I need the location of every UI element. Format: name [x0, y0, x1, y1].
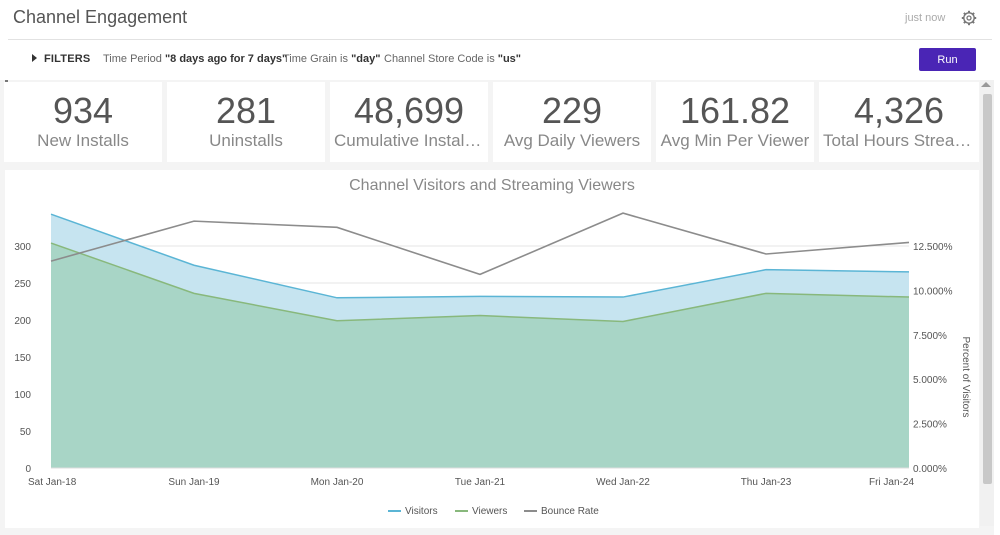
y-tick-label: 200	[14, 316, 31, 327]
x-tick-label: Thu Jan-23	[741, 477, 792, 488]
y-tick-label: 100	[14, 390, 31, 401]
scroll-up-arrow-icon[interactable]	[981, 82, 991, 87]
filter-bar: FILTERS Time Period "8 days ago for 7 da…	[8, 45, 992, 75]
legend-label: Bounce Rate	[541, 506, 599, 517]
tile-total-hours-streamed[interactable]: 4,326 Total Hours Stream...	[819, 82, 979, 162]
filter-field: Channel Store Code	[384, 53, 484, 65]
x-tick-label: Wed Jan-22	[596, 477, 650, 488]
series-line-visitors	[50, 213, 910, 299]
tile-label: Cumulative Installs...	[334, 131, 488, 150]
filters-toggle[interactable]: FILTERS	[32, 53, 90, 65]
filter-time-grain[interactable]: Time Grain is "day"	[283, 53, 380, 65]
y2-tick-label: 7.500%	[913, 331, 947, 342]
chart-title: Channel Visitors and Streaming Viewers	[349, 177, 635, 194]
y2-tick-label: 10.000%	[913, 286, 953, 297]
tile-value: 281	[215, 90, 277, 131]
series-line-bounce-rate	[50, 212, 910, 276]
filter-op: is	[483, 53, 498, 65]
x-tick-label: Sun Jan-19	[168, 477, 220, 488]
tile-label: Uninstalls	[209, 131, 283, 150]
x-tick-label: Mon Jan-20	[311, 477, 364, 488]
tile-label: Total Hours Stream...	[823, 131, 979, 150]
chart-panel: Channel Visitors and Streaming Viewers 0 5…	[5, 170, 979, 528]
y-tick-label: 300	[14, 242, 31, 253]
tile-label: Avg Min Per Viewer	[660, 131, 810, 150]
dashboard-content: 934 New Installs 281 Uninstalls 48,699 C…	[0, 80, 994, 535]
filter-field: Time Grain	[283, 53, 337, 65]
filter-time-period[interactable]: Time Period "8 days ago for 7 days"	[103, 53, 287, 65]
x-tick-label: Fri Jan-24	[869, 477, 914, 488]
y2-tick-label: 12.500%	[913, 242, 953, 253]
tile-value: 48,699	[353, 90, 465, 131]
y2-tick-label: 5.000%	[913, 375, 947, 386]
visitors-viewers-chart: Channel Visitors and Streaming Viewers 0 5…	[14, 177, 971, 517]
x-tick-label: Sat Jan-18	[28, 477, 77, 488]
filters-toggle-label: FILTERS	[44, 53, 91, 65]
filter-op: is	[337, 53, 352, 65]
gear-icon[interactable]	[961, 10, 977, 26]
filter-field: Time Period	[103, 53, 162, 65]
tile-value: 229	[541, 90, 603, 131]
series-area-viewers	[51, 243, 909, 468]
filter-value: "day"	[351, 53, 381, 65]
y-tick-label: 250	[14, 279, 31, 290]
series-line-viewers	[50, 242, 910, 323]
tile-uninstalls[interactable]: 281 Uninstalls	[167, 82, 325, 162]
filter-value: "us"	[497, 53, 522, 65]
header-divider	[8, 39, 992, 40]
panel-handle	[5, 80, 8, 83]
y-tick-label: 0	[25, 464, 31, 475]
page-header: Channel Engagement just now	[0, 0, 1000, 40]
run-button[interactable]: Run	[919, 48, 976, 71]
page-title: Channel Engagement	[13, 7, 188, 27]
tile-avg-daily-viewers[interactable]: 229 Avg Daily Viewers	[493, 82, 651, 162]
x-tick-label: Tue Jan-21	[455, 477, 506, 488]
legend-label: Viewers	[472, 506, 507, 517]
y2-tick-label: 2.500%	[913, 420, 947, 431]
y-tick-label: 50	[20, 427, 32, 438]
tile-value: 4,326	[853, 90, 945, 131]
filter-value: "8 days ago for 7 days"	[164, 53, 288, 65]
legend-label: Visitors	[405, 506, 438, 517]
tile-value: 934	[52, 90, 114, 131]
filter-channel-store-code[interactable]: Channel Store Code is "us"	[384, 53, 521, 65]
y-tick-label: 150	[14, 353, 31, 364]
y2-tick-label: 0.000%	[913, 464, 947, 475]
last-updated-label: just now	[905, 12, 946, 24]
tile-avg-min-per-viewer[interactable]: 161.82 Avg Min Per Viewer	[656, 82, 814, 162]
tile-label: New Installs	[37, 131, 129, 150]
scrollbar-thumb[interactable]	[983, 94, 992, 484]
y2-axis-label: Percent of Visitors	[960, 337, 971, 418]
tile-value: 161.82	[679, 90, 791, 131]
tile-cumulative-installs[interactable]: 48,699 Cumulative Installs...	[330, 82, 488, 162]
tile-label: Avg Daily Viewers	[503, 131, 641, 150]
caret-right-icon	[32, 54, 37, 62]
tile-new-installs[interactable]: 934 New Installs	[4, 82, 162, 162]
